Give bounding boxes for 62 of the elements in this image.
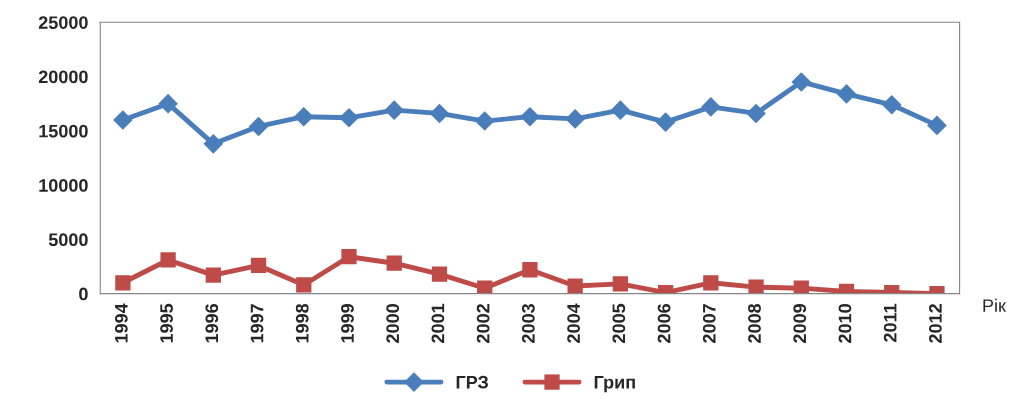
- x-tick-label: 1997: [250, 304, 264, 343]
- y-tick-label: 25000: [38, 16, 88, 29]
- point: [791, 72, 812, 92]
- y-tick-label: 5000: [48, 233, 88, 247]
- x-tick-label: 1996: [205, 304, 219, 343]
- x-tick-label: 2011: [883, 303, 897, 342]
- point: [293, 106, 314, 127]
- x-tick-label: 2002: [476, 304, 490, 343]
- y-tick-label: 20000: [38, 70, 88, 84]
- point: [610, 100, 631, 121]
- x-tick-label: 2004: [567, 303, 580, 343]
- x-tick-label: 2008: [748, 303, 761, 343]
- point: [384, 100, 405, 121]
- point: [250, 257, 267, 274]
- point: [113, 110, 133, 130]
- x-tick-label: 2001: [431, 303, 445, 343]
- x-tick-label: 1999: [341, 304, 354, 343]
- x-tick-label: 2005: [612, 303, 626, 343]
- x-tick-label: 2000: [386, 304, 400, 343]
- point: [431, 266, 448, 282]
- point: [522, 262, 538, 278]
- point: [612, 276, 629, 292]
- x-tick-label: 1995: [160, 303, 173, 343]
- point: [520, 106, 540, 127]
- point: [203, 134, 224, 154]
- x-tick-label: 1994: [114, 303, 128, 343]
- point: [746, 103, 766, 124]
- point: [158, 93, 178, 114]
- x-tick-label: 1998: [295, 303, 309, 343]
- point: [386, 255, 402, 271]
- point: [474, 111, 495, 131]
- x-axis-title: Рік: [983, 298, 1007, 312]
- point: [205, 267, 221, 283]
- x-tick-label: 2009: [793, 304, 807, 343]
- point: [429, 103, 450, 124]
- point: [565, 109, 585, 129]
- point: [836, 84, 857, 104]
- y-tick-label: 10000: [39, 179, 88, 192]
- point: [339, 107, 359, 128]
- point: [703, 275, 719, 291]
- x-tick-label: 2007: [702, 304, 716, 343]
- legend-label: ГРЗ: [456, 375, 488, 389]
- point: [567, 278, 583, 294]
- point: [341, 249, 357, 265]
- x-tick-label: 2006: [657, 304, 671, 343]
- point: [477, 280, 493, 294]
- x-tick-label: 2010: [838, 304, 852, 343]
- point: [160, 252, 176, 268]
- point: [655, 112, 676, 132]
- point: [793, 280, 809, 294]
- x-tick-label: 2003: [521, 304, 535, 343]
- point: [701, 97, 721, 117]
- legend-label: Грип: [594, 375, 635, 393]
- point: [748, 279, 764, 294]
- y-tick-label: 15000: [39, 124, 88, 138]
- point: [296, 277, 312, 293]
- x-tick-label: 2012: [929, 304, 942, 343]
- y-tick-label: 0: [79, 287, 88, 301]
- point: [881, 94, 902, 115]
- point: [115, 275, 131, 291]
- point: [927, 115, 947, 136]
- point: [248, 116, 269, 137]
